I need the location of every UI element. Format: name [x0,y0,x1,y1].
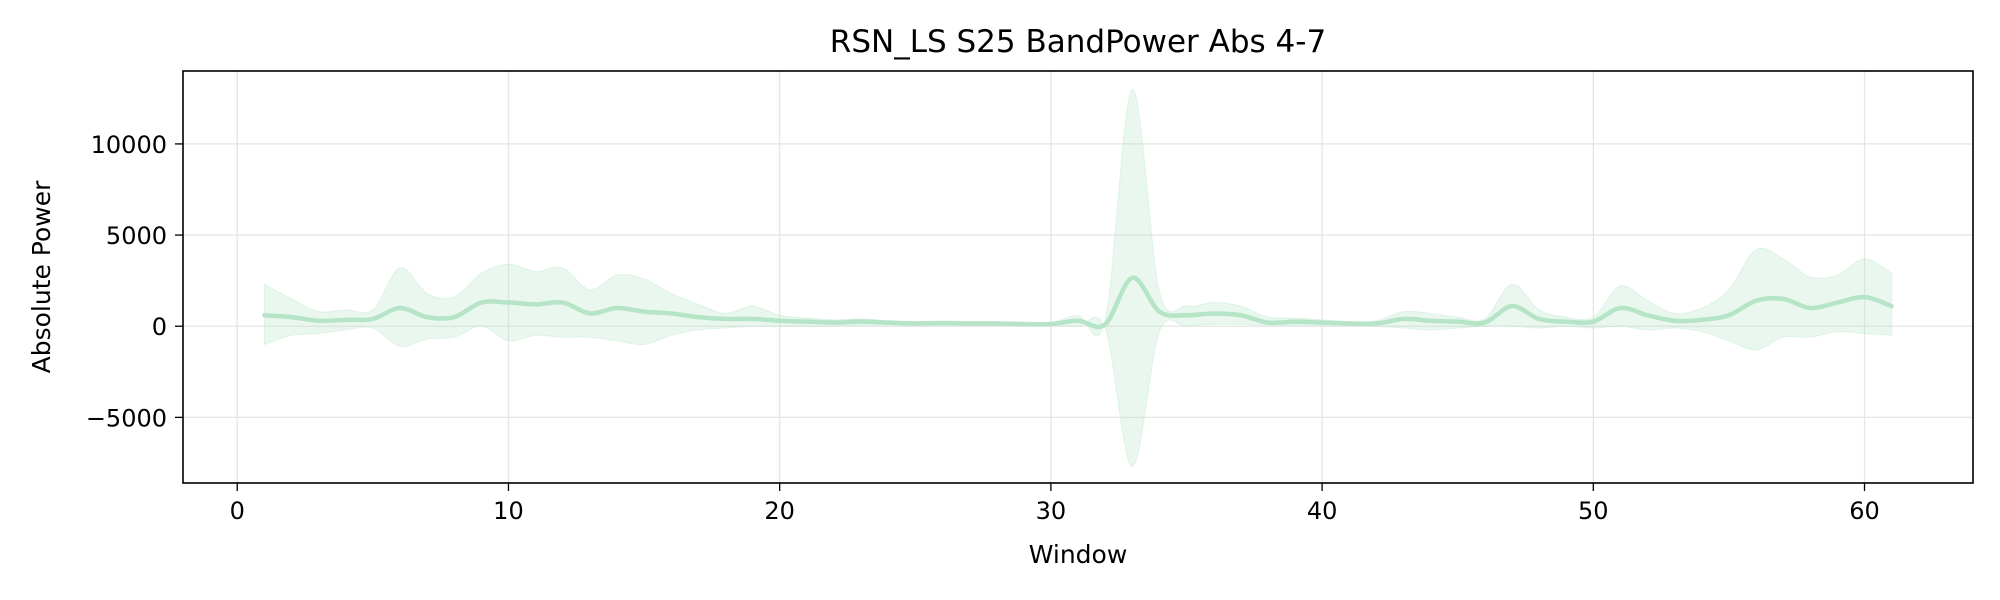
y-tick-label: 10000 [91,131,167,159]
x-tick-label: 20 [764,497,795,525]
y-axis-ticks: −5000 0 5000 10000 [86,131,183,432]
grid-lines [183,71,1973,483]
y-tick-label: 0 [152,313,167,341]
x-tick-label: 60 [1849,497,1880,525]
series-line-layer [262,275,1894,330]
y-tick-label: 5000 [106,222,167,250]
plot-frame [182,70,1974,484]
x-axis-ticks: 0 10 20 30 40 50 60 [230,483,1880,525]
x-axis-label: Window [1029,540,1128,569]
x-tick-label: 30 [1036,497,1067,525]
x-tick-label: 10 [493,497,524,525]
x-tick-label: 40 [1307,497,1338,525]
series-band [263,88,1893,468]
x-tick-label: 0 [230,497,245,525]
series-line [262,275,1894,330]
confidence-band-layer [263,88,1893,468]
x-tick-label: 50 [1578,497,1609,525]
y-axis-label: Absolute Power [27,180,56,374]
y-tick-label: −5000 [86,404,167,432]
chart-title: RSN_LS S25 BandPower Abs 4-7 [830,24,1326,60]
